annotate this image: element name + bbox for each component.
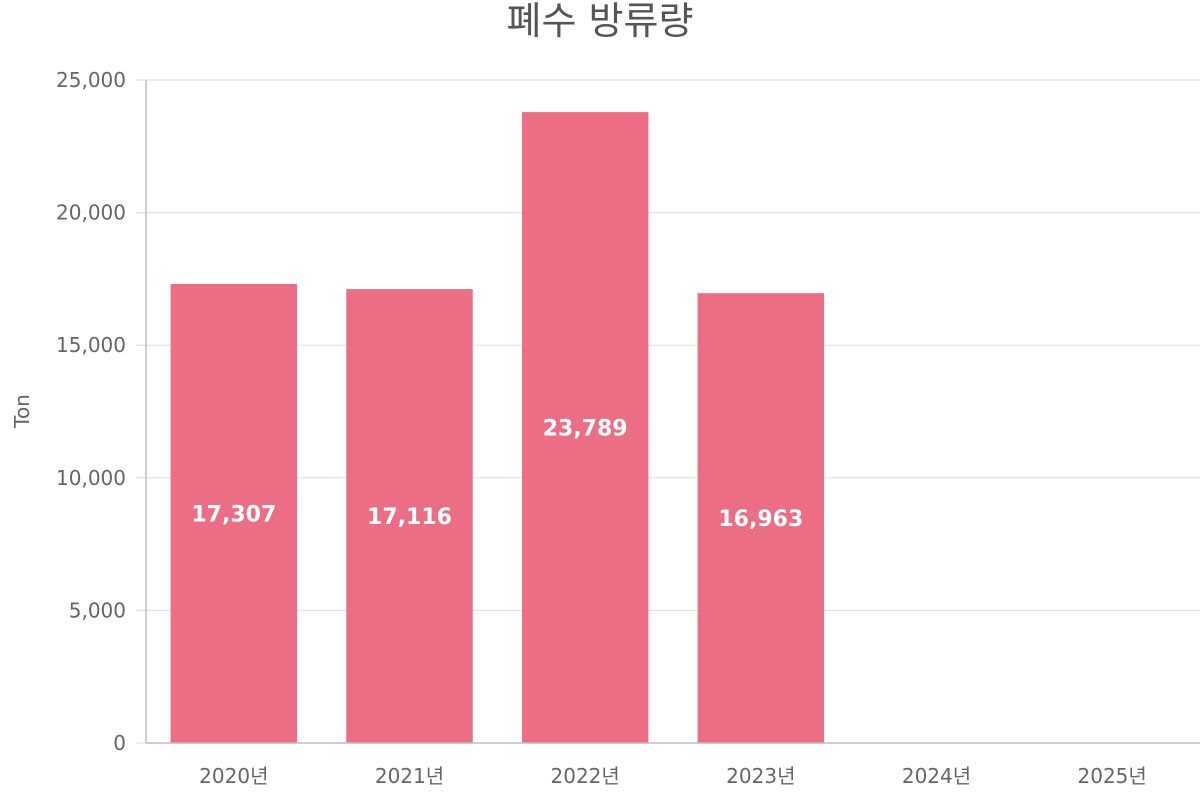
y-tick-label: 20,000	[56, 201, 126, 225]
x-tick-label-4: 2024년	[902, 764, 971, 788]
y-tick-label: 0	[113, 731, 126, 755]
value-labels: 17,307 17,116 23,789 16,963	[191, 417, 803, 533]
bars	[170, 112, 825, 743]
x-tick-label-2: 2022년	[551, 764, 620, 788]
x-tick-label-3: 2023년	[726, 764, 795, 788]
grid-lines	[136, 79, 1200, 744]
x-tick-label-1: 2021년	[375, 764, 444, 788]
value-label-3: 16,963	[718, 507, 803, 532]
bar-1	[346, 289, 473, 743]
y-tick-label: 25,000	[56, 68, 126, 92]
value-label-2: 23,789	[543, 417, 628, 442]
y-tick-label: 10,000	[56, 466, 126, 490]
bar-3	[697, 293, 825, 743]
y-tick-label: 15,000	[56, 333, 126, 357]
chart-title: 폐수 방류량	[507, 0, 694, 43]
y-tick-label: 5,000	[69, 598, 126, 622]
bar-0	[170, 284, 298, 743]
y-tick-labels: 0 5,000 10,000 15,000 20,000 25,000	[56, 68, 126, 755]
y-axis-label: Ton	[10, 394, 34, 429]
bar-2	[521, 112, 649, 743]
x-tick-labels: 2020년 2021년 2022년 2023년 2024년 2025년	[199, 764, 1147, 788]
x-tick-label-5: 2025년	[1078, 764, 1147, 788]
x-tick-label-0: 2020년	[199, 764, 268, 788]
value-label-0: 17,307	[191, 503, 276, 528]
value-label-1: 17,116	[367, 505, 452, 530]
